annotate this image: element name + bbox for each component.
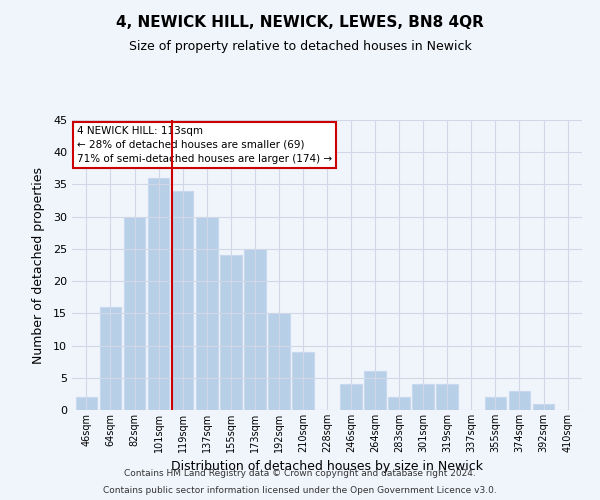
Bar [196, 216, 218, 410]
Text: Contains HM Land Registry data © Crown copyright and database right 2024.: Contains HM Land Registry data © Crown c… [124, 468, 476, 477]
Text: Size of property relative to detached houses in Newick: Size of property relative to detached ho… [128, 40, 472, 53]
Bar [76, 397, 97, 410]
Bar [436, 384, 458, 410]
Bar [388, 397, 410, 410]
Bar [412, 384, 434, 410]
Bar [364, 372, 386, 410]
Bar [100, 307, 121, 410]
Bar [268, 314, 290, 410]
Text: 4 NEWICK HILL: 113sqm
← 28% of detached houses are smaller (69)
71% of semi-deta: 4 NEWICK HILL: 113sqm ← 28% of detached … [77, 126, 332, 164]
Y-axis label: Number of detached properties: Number of detached properties [32, 166, 44, 364]
Bar [340, 384, 362, 410]
X-axis label: Distribution of detached houses by size in Newick: Distribution of detached houses by size … [171, 460, 483, 473]
Bar [509, 390, 530, 410]
Bar [292, 352, 314, 410]
Bar [124, 216, 145, 410]
Text: Contains public sector information licensed under the Open Government Licence v3: Contains public sector information licen… [103, 486, 497, 495]
Bar [220, 256, 242, 410]
Bar [244, 249, 266, 410]
Bar [485, 397, 506, 410]
Text: 4, NEWICK HILL, NEWICK, LEWES, BN8 4QR: 4, NEWICK HILL, NEWICK, LEWES, BN8 4QR [116, 15, 484, 30]
Bar [148, 178, 169, 410]
Bar [172, 191, 193, 410]
Bar [533, 404, 554, 410]
